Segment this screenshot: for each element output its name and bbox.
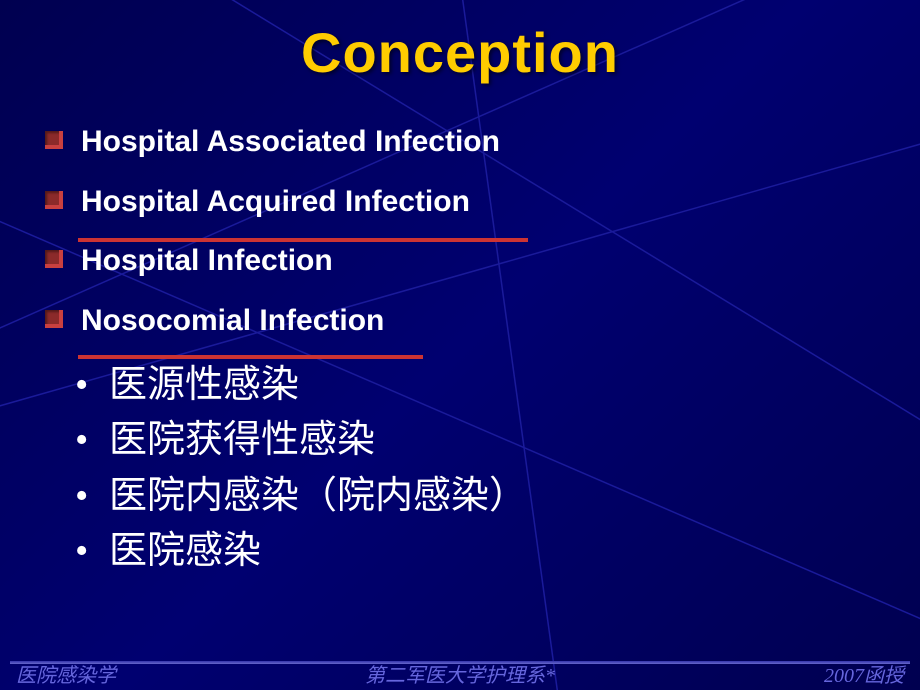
underline xyxy=(78,355,423,359)
chinese-bullet-list: 医源性感染 医院获得性感染 医院内感染（院内感染） 医院感染 xyxy=(69,361,875,577)
bullet-item: Hospital Associated Infection xyxy=(45,123,875,161)
bullet-item: Nosocomial Infection xyxy=(45,302,875,340)
slide-title: Conception xyxy=(45,20,875,85)
bullet-item: Hospital Acquired Infection xyxy=(45,183,875,221)
english-bullet-list: Hospital Associated Infection Hospital A… xyxy=(45,123,875,339)
bullet-item: 医院内感染（院内感染） xyxy=(69,472,875,521)
bullet-item: Hospital Infection xyxy=(45,242,875,280)
bullet-item: 医院感染 xyxy=(69,527,875,576)
bullet-item: 医院获得性感染 xyxy=(69,416,875,465)
slide-footer: 医院感染学 第二军医大学护理系* 2007函授 xyxy=(0,659,920,688)
footer-left: 医院感染学 xyxy=(16,659,116,688)
footer-center: 第二军医大学护理系* xyxy=(365,659,555,688)
slide-content: Conception Hospital Associated Infection… xyxy=(0,0,920,690)
underline xyxy=(78,238,528,242)
footer-right: 2007函授 xyxy=(824,659,904,688)
bullet-item: 医源性感染 xyxy=(69,361,875,410)
